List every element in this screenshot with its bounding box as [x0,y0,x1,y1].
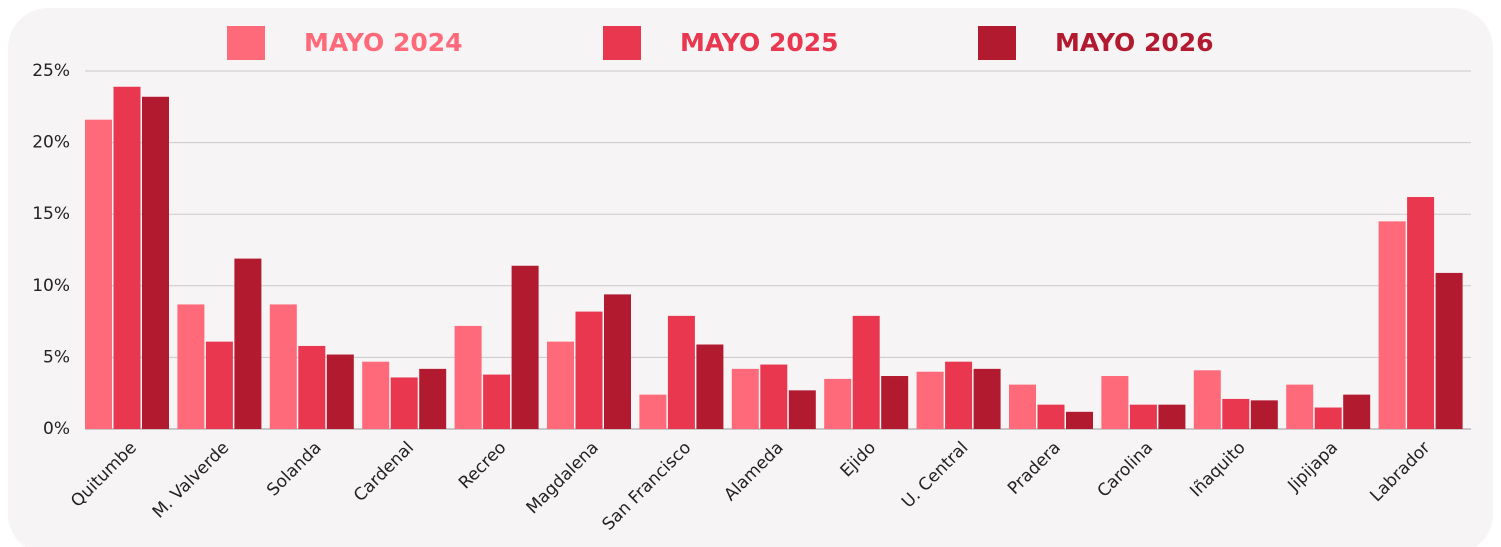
bar [916,371,944,429]
legend-swatch [978,26,1016,60]
y-tick-label: 20% [32,133,70,153]
bar [390,377,418,429]
bar [113,86,141,429]
y-tick-label: 15% [32,204,70,224]
bar [1101,376,1129,429]
bar [824,378,852,429]
bar [881,376,909,429]
bar [1407,197,1435,429]
bar [1378,221,1406,429]
bar [1158,404,1186,429]
bar [1435,272,1463,429]
bar [1193,370,1221,429]
bar [1037,404,1065,429]
bar [1129,404,1157,429]
bar [85,119,112,430]
bar [945,361,973,429]
y-tick-label: 0% [43,419,70,439]
bar [142,96,169,429]
bar [269,304,297,429]
bar [788,390,816,429]
bar [1343,394,1371,429]
bar [1066,411,1093,429]
bar [575,311,603,429]
y-tick-label: 25% [32,61,70,81]
bar [419,368,447,429]
bar [362,361,390,429]
bar [234,258,262,429]
legend-swatch [603,26,641,60]
bar [454,325,482,429]
bar [1009,384,1036,429]
bar [298,345,326,429]
bar [177,304,205,429]
legend-label: MAYO 2025 [680,28,839,57]
legend-label: MAYO 2026 [1055,28,1214,57]
legend-label: MAYO 2024 [304,28,463,57]
bar [547,341,574,429]
bar [483,374,511,429]
bar [1250,400,1278,429]
bar [852,315,880,429]
bar [1286,384,1314,429]
bar [639,394,667,429]
bar [731,368,759,429]
bar [604,294,631,429]
bar [760,364,788,429]
y-tick-label: 10% [32,276,70,296]
legend-swatch [227,26,265,60]
bar [1222,398,1250,429]
bar [1314,407,1342,429]
bar [326,354,354,429]
bar [973,368,1001,429]
bar [511,265,539,429]
y-tick-label: 5% [43,347,70,367]
bar [696,344,724,429]
bar [667,315,695,429]
bar [205,341,233,429]
